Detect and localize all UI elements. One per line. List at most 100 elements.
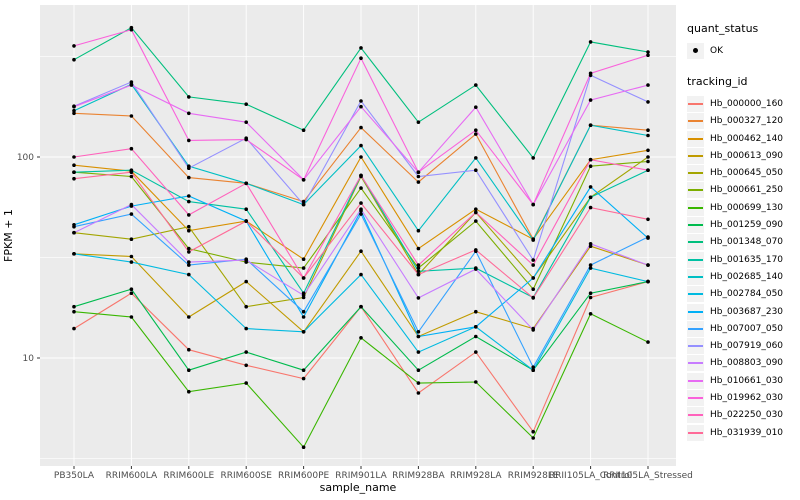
series-color-line — [688, 414, 703, 417]
legend-item-ok: OK — [687, 42, 799, 59]
data-point — [129, 80, 134, 84]
data-point — [588, 195, 593, 200]
data-point — [646, 50, 650, 54]
data-point — [129, 146, 134, 151]
line-swatch-icon — [687, 286, 704, 303]
series-color-line — [688, 137, 703, 140]
legend-item-label: Hb_001348_070 — [710, 237, 784, 248]
data-point — [129, 291, 134, 296]
data-point — [187, 250, 191, 254]
series-color-line — [688, 310, 703, 313]
data-point — [359, 201, 363, 205]
series-color-line — [688, 241, 703, 244]
data-point — [359, 56, 363, 60]
data-point — [129, 287, 134, 292]
series-color-line — [688, 224, 703, 227]
line-swatch-icon — [687, 217, 704, 234]
data-point — [646, 83, 650, 87]
data-point — [588, 312, 593, 316]
data-point — [416, 174, 421, 179]
data-point — [588, 291, 593, 296]
x-tick-label: RRII105LA_Control — [549, 471, 632, 481]
data-point — [187, 315, 191, 319]
legend-item-Hb_000699_130: Hb_000699_130 — [687, 199, 799, 216]
x-tick-label: RRIM928BA — [392, 471, 445, 481]
series-color-line — [688, 189, 703, 192]
line-swatch-icon — [687, 113, 704, 130]
legend-item-Hb_000327_120: Hb_000327_120 — [687, 113, 799, 130]
data-point — [301, 178, 306, 182]
data-point — [646, 168, 650, 172]
legend-item-label: Hb_000000_160 — [710, 98, 784, 109]
data-point — [416, 228, 421, 233]
data-point — [646, 148, 650, 153]
data-point — [531, 202, 535, 207]
data-point — [187, 263, 191, 267]
data-point — [72, 230, 76, 235]
x-tick-label: RRIM600LE — [163, 471, 214, 481]
data-point — [474, 380, 478, 384]
series-color-line — [688, 379, 703, 382]
series-color-line — [688, 362, 703, 365]
data-point — [129, 174, 134, 179]
ok-point-key — [687, 42, 704, 59]
data-point — [72, 108, 76, 113]
series-color-line — [688, 431, 703, 434]
data-point — [416, 170, 421, 174]
legend-tracking-items: Hb_000000_160 Hb_000327_120 Hb_000462_140 H… — [687, 95, 799, 441]
data-point — [416, 120, 421, 124]
data-point — [72, 170, 76, 174]
data-point — [531, 436, 535, 440]
series-color-line — [688, 396, 703, 399]
data-point — [187, 166, 191, 170]
series-color-line — [688, 345, 703, 348]
legend-item-label: Hb_022250_030 — [710, 410, 784, 421]
data-point — [129, 237, 134, 241]
line-swatch-icon — [687, 268, 704, 285]
data-point — [301, 199, 306, 204]
legend-quant-status: quant_status OK — [687, 22, 799, 59]
data-point — [244, 181, 248, 186]
data-point — [416, 350, 421, 354]
data-point — [531, 263, 535, 267]
data-point — [187, 175, 191, 180]
legend-item-Hb_000613_090: Hb_000613_090 — [687, 147, 799, 164]
legend-item-label: Hb_000661_250 — [710, 185, 784, 196]
data-point — [244, 219, 248, 223]
data-point — [129, 254, 134, 259]
line-swatch-icon — [687, 130, 704, 147]
data-point — [588, 40, 593, 44]
series-color-line — [688, 154, 703, 157]
data-point — [416, 269, 421, 274]
series-color-line — [688, 293, 703, 296]
data-point — [72, 252, 76, 256]
data-point — [474, 168, 478, 172]
data-point — [301, 445, 306, 450]
line-swatch-icon — [687, 424, 704, 441]
line-swatch-icon — [687, 234, 704, 251]
data-point — [474, 207, 478, 211]
legend-item-label: Hb_003687_230 — [710, 306, 784, 317]
data-point — [531, 296, 535, 300]
data-point — [416, 381, 421, 385]
data-point — [129, 260, 134, 264]
data-point — [416, 266, 421, 270]
legend-item-Hb_002685_140: Hb_002685_140 — [687, 268, 799, 285]
data-point — [646, 263, 650, 267]
data-point — [244, 279, 248, 284]
data-point — [187, 194, 191, 198]
data-point — [359, 207, 363, 211]
data-point — [474, 83, 478, 87]
data-point — [416, 391, 421, 395]
line-swatch-icon — [687, 338, 704, 355]
data-point — [531, 238, 535, 242]
legend-item-label: Hb_031939_010 — [710, 427, 784, 438]
legend-item-Hb_001348_070: Hb_001348_070 — [687, 234, 799, 251]
data-point — [416, 272, 421, 277]
data-point — [588, 185, 593, 189]
series-color-line — [688, 120, 703, 123]
line-swatch-icon — [687, 165, 704, 182]
data-point — [244, 258, 248, 262]
